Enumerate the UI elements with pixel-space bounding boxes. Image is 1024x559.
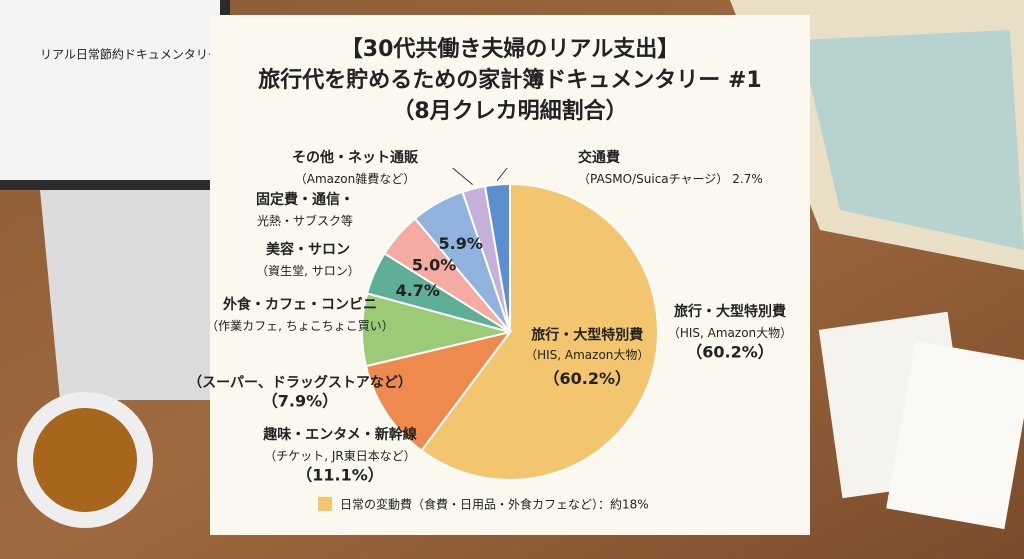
category-label: 旅行・大型特別費 [674, 303, 786, 320]
inner-sublabel: （HIS, Amazon大物） [525, 348, 649, 362]
sublabel-text: 光熱・サブスク等 [257, 213, 353, 228]
sublabel-text: （チケット, JR東日本など） [264, 449, 416, 463]
leader-line [496, 167, 508, 181]
category-sublabel: （PASMO/Suicaチャージ） 2.7% [578, 172, 763, 186]
value-label: （7.9%） [262, 392, 338, 411]
leader-line [452, 167, 473, 186]
sublabel-text: （HIS, Amazon大物） [668, 326, 792, 340]
category-sublabel: （HIS, Amazon大物） [668, 326, 792, 340]
tea-cup [17, 392, 153, 528]
category-sublabel: 光熱・サブスク等 [257, 213, 353, 228]
value-label: 2.7% [732, 172, 763, 186]
sublabel-text: （Amazon雑費など） [295, 171, 416, 186]
category-sublabel: （資生堂, サロン） [256, 264, 360, 278]
category-sublabel: （作業カフェ, ちょこちょこ買い） [206, 319, 394, 333]
inner-category-label: 旅行・大型特別費 [531, 327, 643, 344]
laptop-title: リアル日常節約ドキュメンタリー [40, 47, 220, 62]
value-label: 4.7% [396, 281, 440, 300]
sublabel-text: （作業カフェ, ちょこちょこ買い） [206, 319, 394, 333]
footnote: 日常の変動費（食費・日用品・外食カフェなど）：約18% [340, 497, 649, 512]
value-label: 5.9% [438, 234, 482, 253]
pie-area: 【30代共働き夫婦のリアル支出】旅行代を貯めるための家計簿ドキュメンタリー #1… [188, 36, 792, 512]
pie-slice [420, 182, 659, 481]
inner-value-label: （60.2%） [543, 369, 631, 388]
category-label: （スーパー、ドラッグストアなど） [188, 374, 412, 391]
category-label: 美容・サロン [266, 241, 350, 258]
sublabel-text: （PASMO/Suicaチャージ） [578, 172, 728, 186]
title-line: 旅行代を貯めるための家計簿ドキュメンタリー #1 [258, 67, 761, 93]
pie-slice [483, 182, 511, 333]
footnote-swatch [318, 497, 332, 511]
category-label: 固定費・通信・ [256, 191, 354, 208]
postcards [818, 311, 1024, 530]
value-label: （11.1%） [296, 466, 384, 485]
category-sublabel: （Amazon雑費など） [295, 171, 416, 186]
title-line: （8月クレカ明細割合） [392, 98, 627, 124]
value-label: （60.2%） [686, 343, 774, 362]
category-label: その他・ネット通販 [292, 149, 419, 166]
category-label: 趣味・エンタメ・新幹線 [262, 426, 417, 443]
pie-slice [364, 330, 513, 453]
category-label: 外食・カフェ・コンビニ [223, 296, 377, 313]
sublabel-text: （資生堂, サロン） [256, 264, 360, 278]
value-label: 5.0% [412, 255, 456, 274]
category-sublabel: （チケット, JR東日本など） [264, 449, 416, 463]
category-label: 交通費 [578, 149, 620, 166]
title-line: 【30代共働き夫婦のリアル支出】 [341, 36, 679, 62]
